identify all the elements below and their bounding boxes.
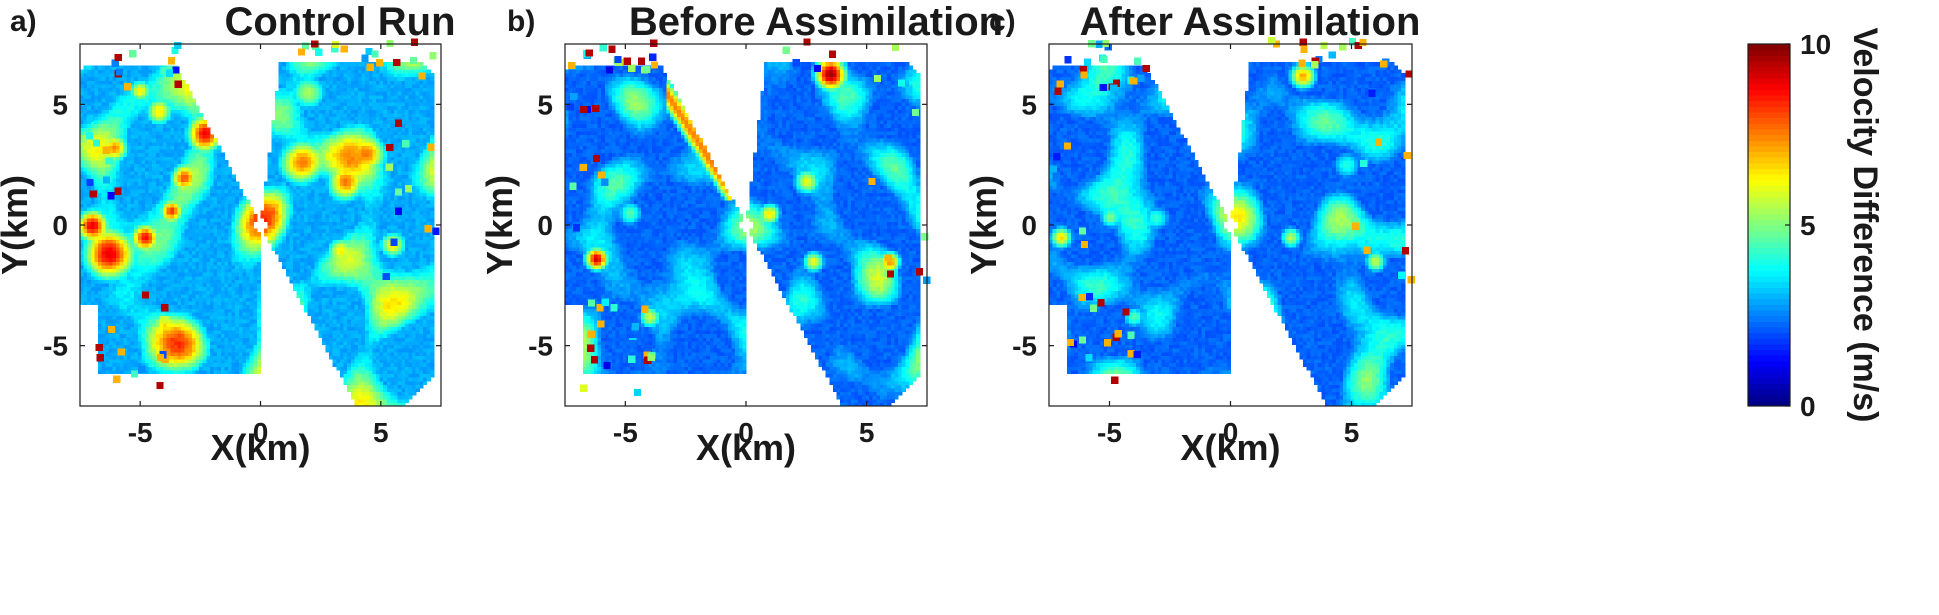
colorbar-tick-label: 0 <box>1800 391 1816 422</box>
y-tick-label: 5 <box>537 89 553 120</box>
heatmap-cells-panel-2 <box>565 62 921 407</box>
y-tick-label: 5 <box>52 89 68 120</box>
scatter-pixels-panel-2 <box>566 38 931 397</box>
x-tick-label: 5 <box>373 417 389 448</box>
x-axis-label: X(km) <box>696 427 796 468</box>
y-tick-label: 0 <box>52 210 68 241</box>
y-tick-label: -5 <box>1012 331 1037 362</box>
x-tick-label: -5 <box>128 417 153 448</box>
panel-title: Before Assimilation <box>629 0 1003 44</box>
y-tick-label: -5 <box>43 331 68 362</box>
heatmap-cells-panel-3 <box>1049 62 1406 407</box>
panel-3: -5 0 5 -5 0 5 After Assimilation c) X(km) Y(km) <box>963 0 1420 468</box>
x-tick-label: 0 <box>1223 417 1239 448</box>
y-axis-label: Y(km) <box>963 175 1004 275</box>
y-axis-label: Y(km) <box>0 175 35 275</box>
panel-title: Control Run <box>224 0 455 44</box>
x-tick-label: 5 <box>859 417 875 448</box>
x-tick-label: 5 <box>1344 417 1360 448</box>
colorbar-tick-label: 10 <box>1800 29 1831 60</box>
y-tick-label: 0 <box>1021 210 1037 241</box>
panel-1: -5 0 5 -5 0 5 Control Run a) X(km) Y(km) <box>0 0 456 468</box>
panel-label: a) <box>10 5 37 38</box>
panel-label: b) <box>507 5 535 38</box>
y-tick-label: 0 <box>537 210 553 241</box>
x-tick-label: 0 <box>738 417 754 448</box>
panel-title: After Assimilation <box>1080 0 1421 44</box>
x-tick-label: 0 <box>253 417 269 448</box>
colorbar-gradient <box>1748 44 1790 407</box>
x-axis-label: X(km) <box>210 427 310 468</box>
x-tick-label: -5 <box>613 417 638 448</box>
panel-label: c) <box>989 5 1016 38</box>
y-tick-label: -5 <box>528 331 553 362</box>
y-axis-label: Y(km) <box>479 175 520 275</box>
heatmap-cells-panel-1 <box>80 62 435 407</box>
colorbar-tick-label: 5 <box>1800 210 1816 241</box>
x-tick-label: -5 <box>1097 417 1122 448</box>
y-tick-label: 5 <box>1021 89 1037 120</box>
colorbar: 0 5 10 Velocity Difference (m/s) <box>1747 28 1884 423</box>
x-axis-label: X(km) <box>1180 427 1280 468</box>
colorbar-label: Velocity Difference (m/s) <box>1846 28 1884 423</box>
panel-2: -5 0 5 -5 0 5 Before Assimilation b) X(km) Y(km) <box>479 0 1003 468</box>
